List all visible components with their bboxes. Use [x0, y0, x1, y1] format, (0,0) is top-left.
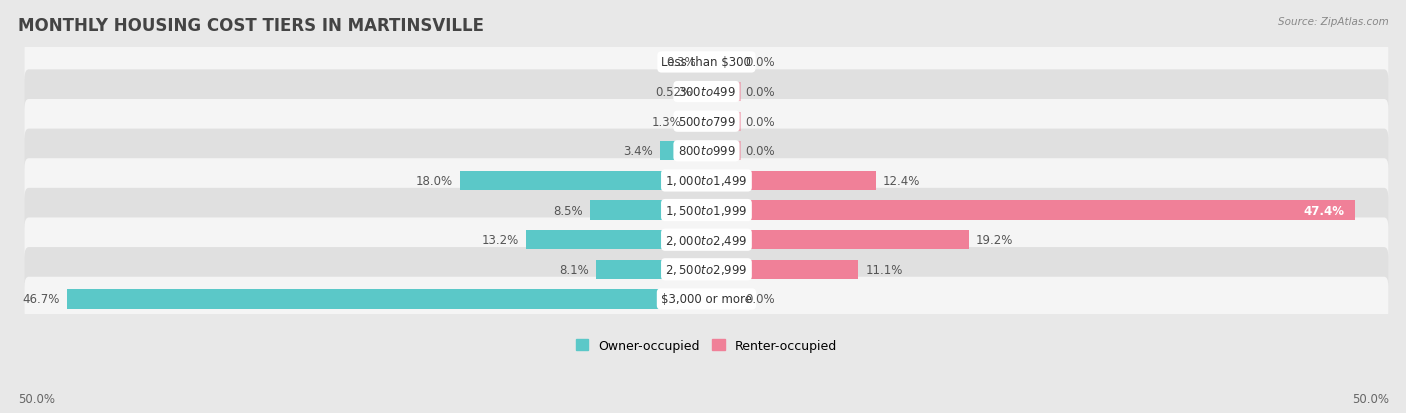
Text: $2,000 to $2,499: $2,000 to $2,499	[665, 233, 748, 247]
Bar	[706, 230, 969, 250]
Text: $500 to $799: $500 to $799	[678, 115, 735, 128]
Bar	[596, 260, 706, 279]
Bar	[659, 142, 706, 161]
Text: $300 to $499: $300 to $499	[678, 86, 735, 99]
Bar	[703, 53, 706, 72]
FancyBboxPatch shape	[24, 218, 1388, 262]
Text: $3,000 or more: $3,000 or more	[661, 293, 752, 306]
FancyBboxPatch shape	[24, 70, 1388, 114]
Text: 11.1%: 11.1%	[865, 263, 903, 276]
FancyBboxPatch shape	[24, 247, 1388, 292]
Text: 0.3%: 0.3%	[666, 56, 696, 69]
Text: 0.0%: 0.0%	[745, 56, 775, 69]
Text: Source: ZipAtlas.com: Source: ZipAtlas.com	[1278, 17, 1389, 26]
Text: $1,000 to $1,499: $1,000 to $1,499	[665, 174, 748, 188]
Bar	[706, 171, 876, 191]
Text: 50.0%: 50.0%	[1353, 392, 1389, 405]
Bar	[706, 201, 1355, 220]
Text: 0.0%: 0.0%	[745, 145, 775, 158]
Bar	[706, 260, 859, 279]
Bar	[460, 171, 706, 191]
Bar	[67, 290, 706, 309]
Bar	[591, 201, 706, 220]
Text: 13.2%: 13.2%	[482, 234, 519, 247]
Bar	[706, 112, 741, 131]
Bar	[706, 53, 741, 72]
Bar	[689, 112, 706, 131]
Text: 0.52%: 0.52%	[655, 86, 693, 99]
Bar	[706, 290, 741, 309]
Bar	[699, 83, 706, 102]
FancyBboxPatch shape	[24, 188, 1388, 233]
Text: 0.0%: 0.0%	[745, 86, 775, 99]
Text: 8.5%: 8.5%	[554, 204, 583, 217]
Text: 19.2%: 19.2%	[976, 234, 1014, 247]
FancyBboxPatch shape	[24, 40, 1388, 85]
Text: MONTHLY HOUSING COST TIERS IN MARTINSVILLE: MONTHLY HOUSING COST TIERS IN MARTINSVIL…	[18, 17, 484, 34]
Text: 12.4%: 12.4%	[883, 175, 921, 188]
FancyBboxPatch shape	[24, 100, 1388, 144]
Text: $800 to $999: $800 to $999	[678, 145, 735, 158]
Text: 18.0%: 18.0%	[416, 175, 453, 188]
Bar	[706, 142, 741, 161]
Text: 8.1%: 8.1%	[560, 263, 589, 276]
Text: 1.3%: 1.3%	[652, 115, 682, 128]
FancyBboxPatch shape	[24, 159, 1388, 203]
Text: 0.0%: 0.0%	[745, 293, 775, 306]
Text: 0.0%: 0.0%	[745, 115, 775, 128]
Text: Less than $300: Less than $300	[661, 56, 751, 69]
Text: 47.4%: 47.4%	[1303, 204, 1344, 217]
Bar	[526, 230, 706, 250]
FancyBboxPatch shape	[24, 277, 1388, 321]
Legend: Owner-occupied, Renter-occupied: Owner-occupied, Renter-occupied	[572, 335, 841, 356]
Text: $1,500 to $1,999: $1,500 to $1,999	[665, 204, 748, 218]
FancyBboxPatch shape	[24, 129, 1388, 173]
Bar	[706, 83, 741, 102]
Text: 50.0%: 50.0%	[18, 392, 55, 405]
Text: 3.4%: 3.4%	[623, 145, 652, 158]
Text: 46.7%: 46.7%	[22, 293, 60, 306]
Text: $2,500 to $2,999: $2,500 to $2,999	[665, 263, 748, 277]
